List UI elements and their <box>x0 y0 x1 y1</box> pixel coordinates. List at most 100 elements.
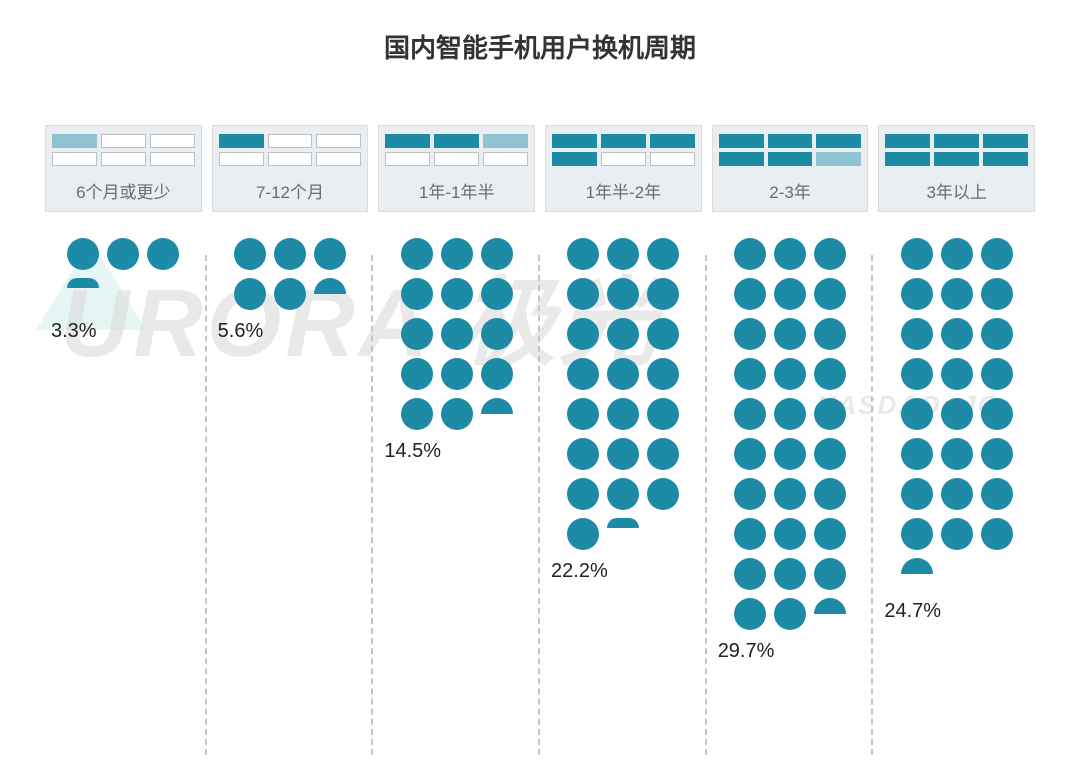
dot <box>441 358 473 390</box>
dot <box>441 278 473 310</box>
dot <box>734 558 766 590</box>
dot-partial <box>814 598 846 614</box>
column-header: 1年半-2年 <box>545 125 702 212</box>
dot <box>814 478 846 510</box>
header-block <box>150 152 195 166</box>
dot <box>981 398 1013 430</box>
dot <box>941 478 973 510</box>
dot <box>901 398 933 430</box>
dot <box>234 278 266 310</box>
dot <box>774 278 806 310</box>
dot <box>814 318 846 350</box>
dot <box>401 358 433 390</box>
dot-grid <box>734 238 846 630</box>
header-block <box>52 152 97 166</box>
header-block <box>601 152 646 166</box>
column-label: 2-3年 <box>719 172 862 203</box>
chart-column: 1年半-2年 22.2% <box>540 125 707 765</box>
header-block <box>434 152 479 166</box>
dot <box>901 438 933 470</box>
dot <box>274 278 306 310</box>
dot <box>774 518 806 550</box>
dot <box>607 438 639 470</box>
header-block <box>885 152 930 166</box>
header-block <box>768 152 813 166</box>
percent-label: 3.3% <box>51 320 97 343</box>
dot <box>401 318 433 350</box>
dot <box>647 358 679 390</box>
dot <box>647 278 679 310</box>
header-block-grid <box>719 134 862 166</box>
dot <box>901 318 933 350</box>
dot-grid <box>901 238 1013 590</box>
header-block <box>219 152 264 166</box>
header-block <box>52 134 97 148</box>
column-label: 3年以上 <box>885 172 1028 203</box>
column-header: 2-3年 <box>712 125 869 212</box>
header-block <box>483 134 528 148</box>
header-block <box>983 152 1028 166</box>
dots-wrap: 5.6% <box>212 238 369 343</box>
dot <box>481 358 513 390</box>
dot <box>941 318 973 350</box>
header-block <box>650 152 695 166</box>
dot <box>107 238 139 270</box>
header-block <box>719 134 764 148</box>
dot <box>981 358 1013 390</box>
dot <box>567 518 599 550</box>
header-block <box>101 134 146 148</box>
dot <box>734 278 766 310</box>
column-label: 1年半-2年 <box>552 172 695 203</box>
dot <box>441 238 473 270</box>
dot <box>734 238 766 270</box>
header-block <box>816 152 861 166</box>
dot <box>734 398 766 430</box>
header-block-grid <box>552 134 695 166</box>
dot <box>647 438 679 470</box>
dot <box>774 398 806 430</box>
dot <box>147 238 179 270</box>
dot <box>401 278 433 310</box>
dots-wrap: 3.3% <box>45 238 202 343</box>
dot <box>981 518 1013 550</box>
dot <box>774 478 806 510</box>
dot <box>567 478 599 510</box>
chart-title: 国内智能手机用户换机周期 <box>0 0 1080 75</box>
dot <box>901 518 933 550</box>
dot <box>234 238 266 270</box>
dot <box>481 238 513 270</box>
header-block <box>434 134 479 148</box>
dot-grid <box>67 238 179 310</box>
dot <box>814 518 846 550</box>
header-block <box>885 134 930 148</box>
header-block-grid <box>219 134 362 166</box>
dot <box>734 518 766 550</box>
dot <box>481 278 513 310</box>
dot <box>481 318 513 350</box>
percent-label: 24.7% <box>884 600 941 623</box>
dot <box>814 278 846 310</box>
dot-partial <box>314 278 346 294</box>
dot <box>567 438 599 470</box>
dot <box>774 238 806 270</box>
header-block <box>934 134 979 148</box>
column-label: 1年-1年半 <box>385 172 528 203</box>
dot <box>814 438 846 470</box>
header-block <box>768 134 813 148</box>
percent-label: 14.5% <box>384 440 441 463</box>
header-block <box>385 152 430 166</box>
chart-column: 7-12个月5.6% <box>207 125 374 765</box>
dots-wrap: 22.2% <box>545 238 702 583</box>
column-label: 6个月或更少 <box>52 172 195 203</box>
dot <box>941 238 973 270</box>
dot <box>607 478 639 510</box>
dot-grid <box>567 238 679 550</box>
dot <box>814 558 846 590</box>
column-header: 6个月或更少 <box>45 125 202 212</box>
dot <box>941 358 973 390</box>
dot <box>774 558 806 590</box>
percent-label: 5.6% <box>218 320 264 343</box>
percent-label: 22.2% <box>551 560 608 583</box>
dots-wrap: 24.7% <box>878 238 1035 623</box>
header-block <box>316 134 361 148</box>
